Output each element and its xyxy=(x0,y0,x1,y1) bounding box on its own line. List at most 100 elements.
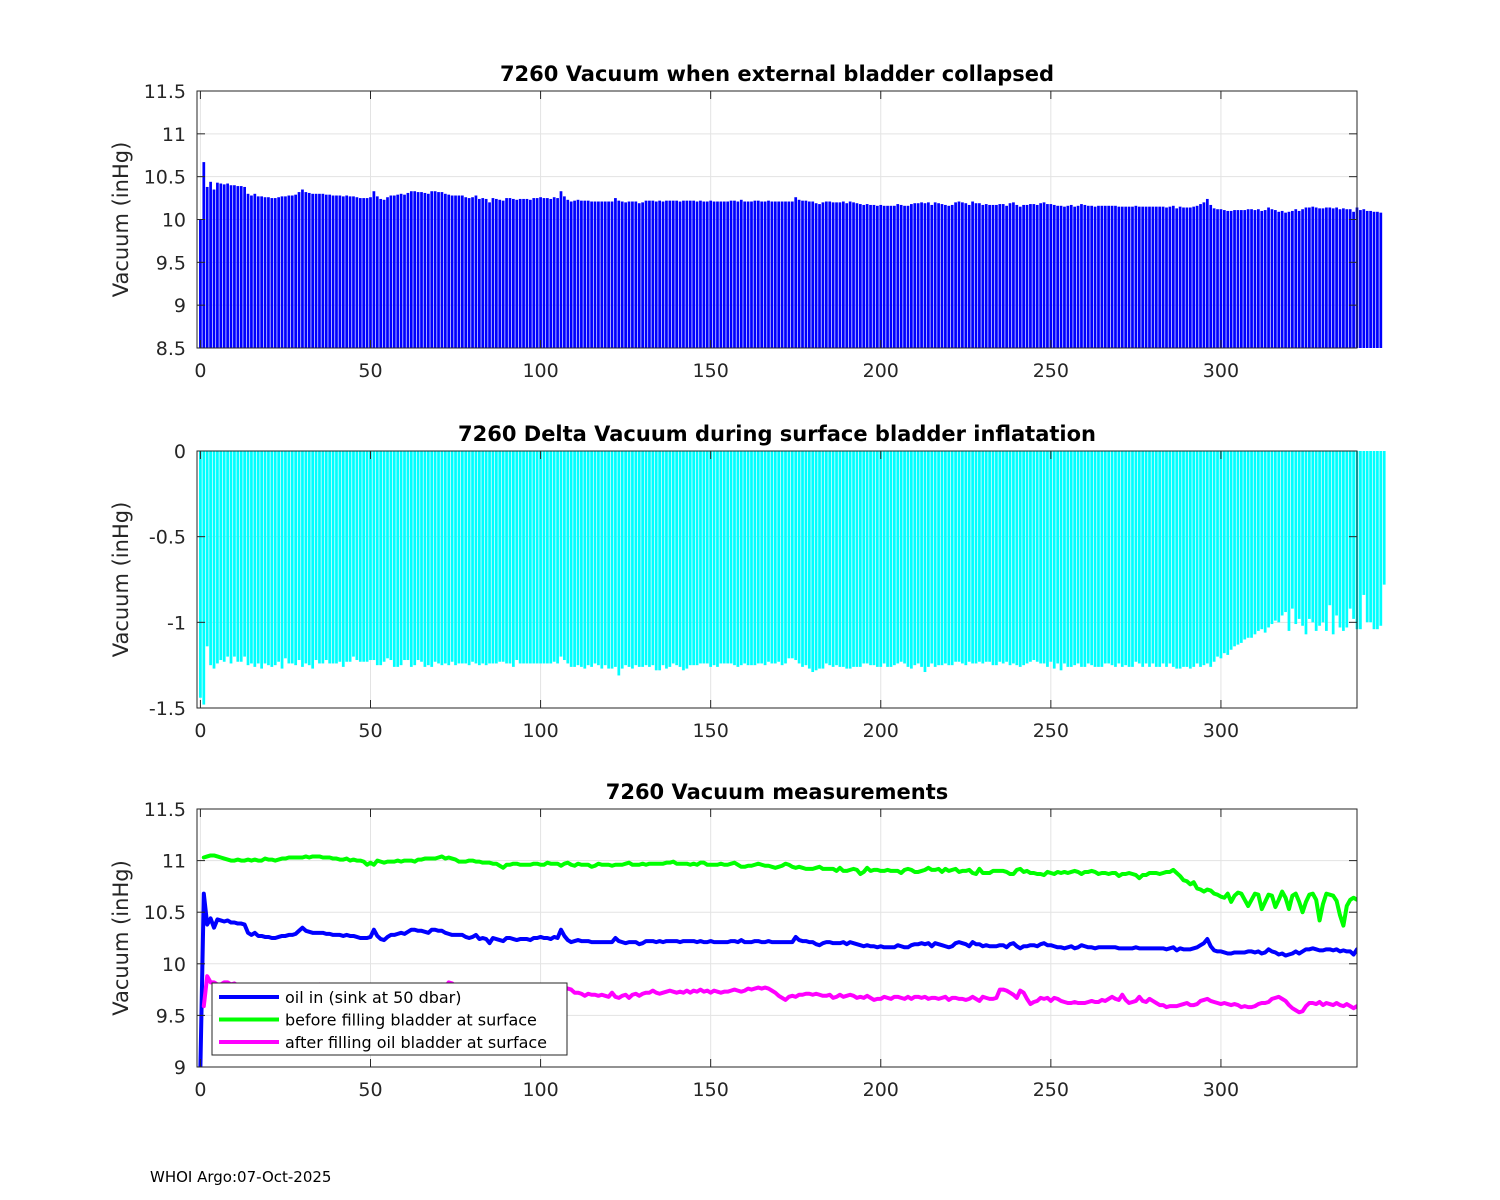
bar xyxy=(1012,202,1015,348)
bar xyxy=(617,451,621,676)
bar xyxy=(1325,451,1328,631)
bar xyxy=(457,451,461,664)
bar xyxy=(549,451,553,664)
bar xyxy=(430,451,434,667)
bar xyxy=(328,194,332,348)
bar xyxy=(437,192,440,348)
bar xyxy=(1046,204,1049,348)
bar xyxy=(1263,210,1267,348)
bar xyxy=(1069,204,1073,348)
bar xyxy=(246,193,250,348)
bar xyxy=(362,451,366,662)
bar xyxy=(1222,451,1226,654)
bar xyxy=(355,197,359,348)
bar xyxy=(1134,451,1138,662)
bar xyxy=(508,198,512,348)
bar xyxy=(1005,205,1008,348)
x-tick-label: 250 xyxy=(1033,1079,1069,1101)
bar xyxy=(379,198,383,348)
bar xyxy=(406,451,410,661)
bar xyxy=(1304,207,1308,348)
bar xyxy=(226,183,229,348)
bar xyxy=(1144,206,1148,348)
bar xyxy=(1263,451,1267,633)
bar xyxy=(1059,205,1063,348)
bar xyxy=(1376,451,1379,630)
bar xyxy=(1161,206,1165,348)
bar xyxy=(1222,210,1226,348)
bar xyxy=(583,451,587,669)
bar xyxy=(580,200,583,348)
bar xyxy=(273,451,277,666)
bar xyxy=(1069,451,1073,667)
bar xyxy=(379,451,383,666)
bar xyxy=(1342,451,1345,631)
bar xyxy=(896,204,900,348)
bar xyxy=(338,451,342,662)
bar xyxy=(665,451,668,669)
bar xyxy=(882,205,886,348)
x-tick-label: 0 xyxy=(194,720,206,742)
bar xyxy=(1039,203,1042,348)
bar xyxy=(471,451,474,662)
bar xyxy=(1250,209,1253,348)
bar xyxy=(590,451,593,667)
bar xyxy=(488,451,491,664)
bar xyxy=(566,199,570,348)
bar xyxy=(287,195,291,348)
bar xyxy=(1151,451,1155,664)
bar xyxy=(239,451,243,662)
bar xyxy=(267,197,270,348)
bar xyxy=(498,451,502,662)
bar xyxy=(1018,451,1022,667)
bar xyxy=(457,195,461,348)
bar xyxy=(852,202,855,348)
bar xyxy=(739,451,743,666)
bar xyxy=(1365,210,1369,348)
bar xyxy=(899,204,903,348)
bar xyxy=(1216,209,1219,348)
bar xyxy=(797,199,801,348)
bar xyxy=(872,204,876,348)
bar xyxy=(787,451,791,659)
bar xyxy=(515,451,519,661)
bar xyxy=(1379,451,1383,626)
bar xyxy=(654,201,658,348)
bar xyxy=(525,198,529,348)
bar xyxy=(807,201,811,348)
bar xyxy=(804,451,808,666)
bar xyxy=(243,186,246,348)
axes-frame xyxy=(196,808,1358,1068)
bar xyxy=(1161,451,1165,664)
bar xyxy=(1205,198,1209,348)
bar xyxy=(855,203,859,348)
bar xyxy=(913,203,917,348)
bar xyxy=(280,196,284,348)
bar xyxy=(365,451,369,662)
bar xyxy=(372,451,376,661)
bar xyxy=(1110,451,1114,666)
bar xyxy=(910,451,913,669)
bar xyxy=(668,451,672,667)
bar xyxy=(804,200,808,348)
bar xyxy=(518,198,522,348)
bar xyxy=(756,200,760,348)
bar xyxy=(233,451,236,657)
bar xyxy=(624,451,627,666)
bar xyxy=(529,199,532,348)
bar xyxy=(1056,451,1060,664)
bar xyxy=(1243,210,1247,348)
bar xyxy=(304,192,308,348)
bar xyxy=(862,451,866,664)
bar xyxy=(338,195,342,348)
bar xyxy=(460,451,464,664)
bar xyxy=(1035,204,1039,348)
bar xyxy=(1131,451,1134,667)
legend-label: before filling bladder at surface xyxy=(285,1011,537,1030)
bar xyxy=(1372,451,1376,630)
bar xyxy=(1297,451,1301,619)
bar xyxy=(539,451,542,664)
bar xyxy=(1185,451,1189,667)
bar xyxy=(1086,205,1090,348)
